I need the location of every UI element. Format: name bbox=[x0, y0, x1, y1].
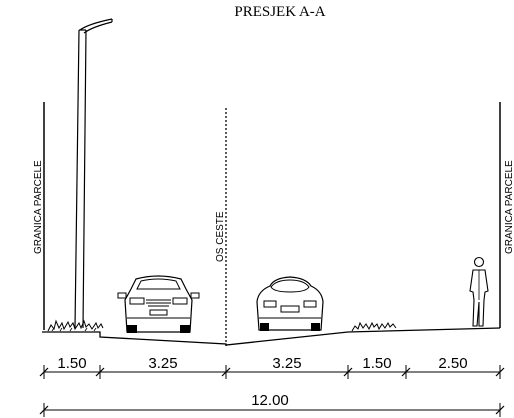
segment-dimension-value: 3.25 bbox=[272, 355, 301, 372]
vegetation-icon bbox=[47, 319, 104, 332]
boundary-label-right: GRANICA PARCELE bbox=[504, 160, 514, 254]
street-lamp-icon bbox=[74, 18, 113, 329]
axis-label: OS CESTE bbox=[215, 211, 226, 262]
segment-dimension-line bbox=[39, 365, 505, 379]
car-front-icon bbox=[117, 275, 200, 333]
left-boundary: GRANICA PARCELE bbox=[33, 102, 45, 330]
segment-dimension-value: 2.50 bbox=[438, 355, 467, 372]
total-dimension-value: 12.00 bbox=[251, 392, 289, 409]
segment-dimension-value: 1.50 bbox=[57, 355, 86, 372]
section-title: PRESJEK A-A bbox=[234, 4, 325, 20]
boundary-label-left: GRANICA PARCELE bbox=[33, 160, 44, 254]
vegetation-icon bbox=[351, 321, 397, 332]
pedestrian-icon bbox=[469, 256, 489, 327]
car-rear-icon bbox=[256, 276, 324, 331]
road-axis: OS CESTE bbox=[215, 108, 227, 348]
total-dimension-line bbox=[39, 403, 505, 417]
segment-dimension-value: 3.25 bbox=[148, 355, 177, 372]
right-boundary: GRANICA PARCELE bbox=[499, 102, 514, 328]
segment-dimension-value: 1.50 bbox=[362, 355, 391, 372]
